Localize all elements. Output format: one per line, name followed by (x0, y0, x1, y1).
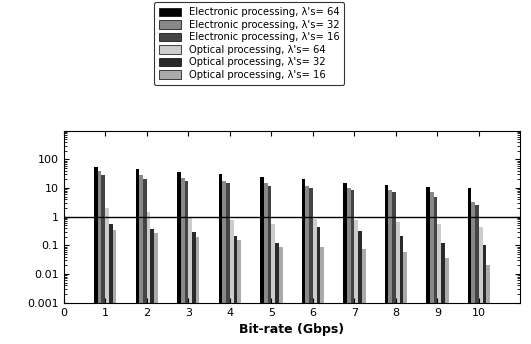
Bar (219, 174, 222, 344)
Bar (316, 227, 320, 344)
Bar (320, 247, 324, 344)
Bar (362, 249, 365, 344)
Bar (347, 188, 350, 344)
Bar (309, 188, 313, 344)
Bar (305, 186, 309, 344)
Bar (302, 180, 305, 344)
Bar (135, 169, 139, 344)
Bar (185, 181, 189, 344)
Bar (196, 237, 200, 344)
X-axis label: Bit-rate (Gbps): Bit-rate (Gbps) (239, 323, 345, 336)
Bar (483, 245, 486, 344)
Bar (268, 186, 271, 344)
Bar (392, 193, 396, 344)
Bar (426, 187, 430, 344)
Bar (468, 188, 472, 344)
Bar (434, 197, 438, 344)
Bar (234, 236, 237, 344)
Bar (181, 178, 185, 344)
Bar (143, 180, 147, 344)
Bar (358, 231, 362, 344)
Bar (192, 232, 196, 344)
Bar (343, 183, 347, 344)
Bar (445, 258, 449, 344)
Bar (101, 175, 105, 344)
Bar (94, 167, 98, 344)
Bar (279, 247, 282, 344)
Bar (350, 190, 354, 344)
Bar (264, 183, 268, 344)
Bar (475, 205, 479, 344)
Bar (271, 224, 275, 344)
Legend: Electronic processing, λ's= 64, Electronic processing, λ's= 32, Electronic proce: Electronic processing, λ's= 64, Electron… (153, 2, 345, 85)
Bar (139, 175, 143, 344)
Bar (486, 266, 490, 344)
Bar (230, 220, 234, 344)
Bar (177, 172, 181, 344)
Bar (222, 181, 226, 344)
Bar (472, 202, 475, 344)
Bar (399, 236, 404, 344)
Bar (154, 233, 158, 344)
Bar (430, 193, 434, 344)
Bar (479, 227, 483, 344)
Bar (150, 229, 154, 344)
Bar (396, 222, 399, 344)
Bar (189, 218, 192, 344)
Bar (226, 183, 230, 344)
Bar (313, 219, 316, 344)
Bar (105, 208, 109, 344)
Bar (404, 252, 407, 344)
Bar (438, 224, 441, 344)
Bar (237, 240, 241, 344)
Bar (354, 220, 358, 344)
Bar (113, 230, 116, 344)
Bar (388, 190, 392, 344)
Bar (275, 243, 279, 344)
Bar (260, 177, 264, 344)
Bar (147, 212, 150, 344)
Bar (109, 224, 113, 344)
Bar (98, 171, 101, 344)
Bar (384, 185, 388, 344)
Bar (441, 243, 445, 344)
